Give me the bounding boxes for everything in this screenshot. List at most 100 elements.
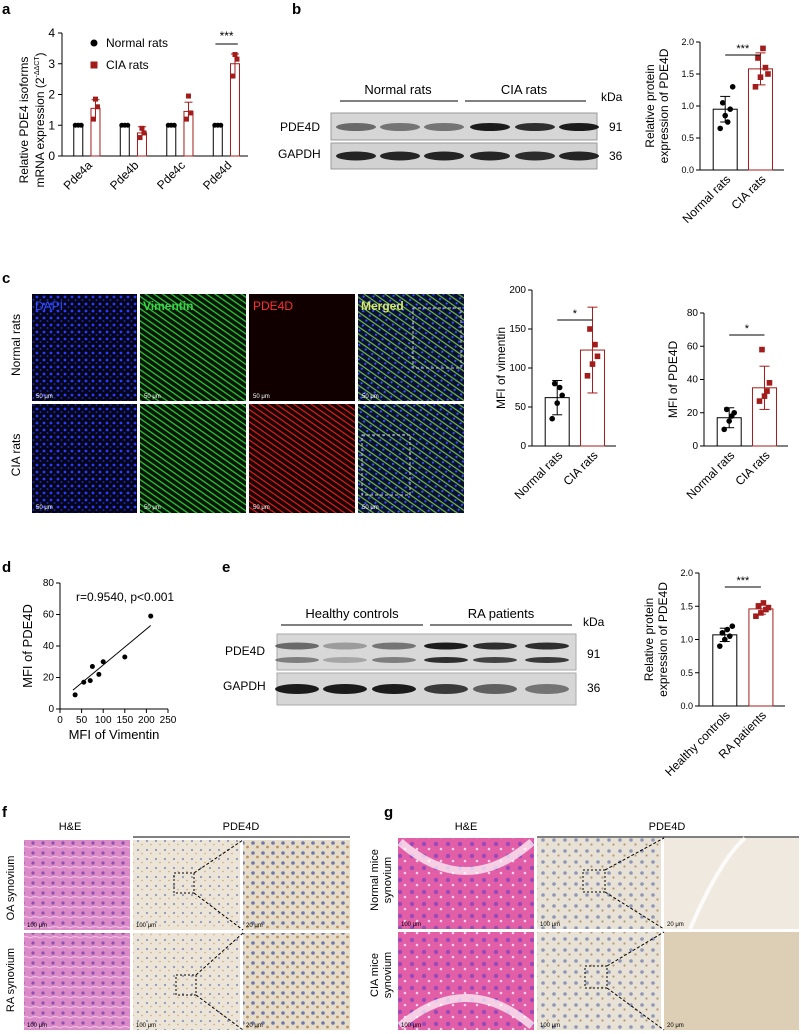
scale-bar-label: 100 μm xyxy=(401,922,421,928)
f-ihc-oa-zoom xyxy=(243,840,350,930)
data-point xyxy=(587,326,593,332)
y-axis-label-line1: Relative protein xyxy=(642,598,656,681)
panel-label-a: a xyxy=(2,1,11,18)
chart-a-plot: 0 1 2 3 4 Pde4a Pde4b Pde4c Pde4d *** xyxy=(48,26,248,193)
ifl-col-dapi: DAPI xyxy=(35,299,63,313)
data-point xyxy=(765,71,771,77)
data-point xyxy=(589,361,596,367)
data-point xyxy=(556,384,563,391)
legend-normal-label: Normal rats xyxy=(106,36,168,50)
y-tick-label: 200 xyxy=(509,285,526,296)
f-he-oa xyxy=(24,840,130,930)
x-tick-label: 250 xyxy=(160,715,177,726)
blot-band xyxy=(372,684,416,694)
blot-e-bands xyxy=(275,642,569,694)
bar-group1 xyxy=(712,634,738,707)
y-axis-label-line1: Relative protein xyxy=(643,64,657,147)
x-category-label: Normal rats xyxy=(680,172,734,226)
scale-bar-label: 50 μm xyxy=(144,394,161,400)
data-point xyxy=(81,679,87,685)
blot-b-row1-kda: 91 xyxy=(609,120,623,134)
bar-normal xyxy=(212,124,223,157)
g-zoom-lines-normal xyxy=(604,837,665,930)
x-tick-label: 100 xyxy=(95,715,112,726)
blot-band xyxy=(336,151,376,161)
data-point xyxy=(722,636,728,643)
x-category-label: CIA rats xyxy=(733,448,773,488)
significance-label: * xyxy=(745,323,750,335)
x-category-label: Normal rats xyxy=(512,448,566,502)
blot-band xyxy=(380,151,420,161)
bar-group2 xyxy=(748,608,774,707)
y-tick-label: 2 xyxy=(48,88,55,102)
g-he-header: H&E xyxy=(455,821,478,833)
panel-label-e: e xyxy=(222,559,230,576)
y-tick-label: 0.0 xyxy=(681,165,694,175)
f-zoom-lines-ra xyxy=(195,932,244,1031)
f-ihc-ra xyxy=(133,933,240,1030)
scale-bar-label: 20 μm xyxy=(246,1023,263,1029)
blot-b-row1-label: PDE4D xyxy=(280,120,320,134)
significance-label: *** xyxy=(736,43,750,55)
data-point-cia xyxy=(94,104,100,110)
x-tick-label: 200 xyxy=(138,715,155,726)
g-zoom-box-normal xyxy=(582,869,606,893)
blot-band xyxy=(424,657,468,663)
y-tick-label: 0 xyxy=(48,704,54,715)
y-tick-label: 0.5 xyxy=(681,133,694,143)
y-tick-label: 1 xyxy=(48,118,55,132)
g-zoom-lines-cia xyxy=(606,931,665,1031)
data-point xyxy=(728,413,735,419)
f-zoom-box-oa xyxy=(173,872,195,894)
blot-b-row2-kda: 36 xyxy=(609,149,623,163)
data-point-cia xyxy=(141,130,147,136)
panel-label-g: g xyxy=(384,804,393,821)
blot-e-pde4d-strip xyxy=(276,633,577,671)
f-scale-bars: 100 μm 100 μm 20 μm 100 μm 100 μm 20 μm xyxy=(27,923,263,1029)
data-point-cia xyxy=(139,125,145,131)
data-point-cia xyxy=(183,116,189,122)
bar-normal xyxy=(73,124,84,157)
x-category-label: Normal rats xyxy=(684,448,738,502)
y-tick-label: 0.0 xyxy=(680,701,693,711)
data-point xyxy=(766,380,773,386)
y-tick-label: 1.5 xyxy=(681,69,694,79)
ifl-inset-normal xyxy=(412,307,462,369)
ifl-vimentin-normal xyxy=(140,294,246,401)
data-point-cia xyxy=(92,96,98,102)
y-tick-label: 4 xyxy=(48,26,55,40)
ifl-vimentin-cia xyxy=(140,404,246,513)
correlation-annotation: r=0.9540, p<0.001 xyxy=(76,590,174,604)
y-tick-label: 80 xyxy=(43,578,55,589)
g-scale-bars: 100 μm 100 μm 20 μm 100 μm 100 μm 20 μm xyxy=(401,922,684,1029)
scale-bar-label: 50 μm xyxy=(362,505,379,511)
blot-band xyxy=(424,151,464,161)
data-point xyxy=(756,398,763,404)
western-blot-e: Healthy controls RA patients kDa PDE4D G… xyxy=(223,606,605,706)
ifl-row-cia-label: CIA rats xyxy=(9,434,23,477)
data-point xyxy=(762,64,769,71)
scale-bar-label: 100 μm xyxy=(27,923,47,929)
ifl-dapi-normal xyxy=(32,294,137,401)
ifl-dapi-cia xyxy=(32,404,137,513)
y-tick-label: 2.0 xyxy=(681,37,694,47)
ifl-pde4d-cia xyxy=(249,404,355,513)
blot-band xyxy=(275,642,319,650)
ifl-row-normal-label: Normal rats xyxy=(9,314,23,376)
y-tick-label: 60 xyxy=(43,610,55,621)
immunofluorescence-grid: Normal rats CIA rats DAPI Vimentin PDE4D… xyxy=(9,294,464,513)
x-category-label: Pde4a xyxy=(61,158,96,193)
data-point-cia xyxy=(232,52,238,58)
ihc-human-synovium: H&E PDE4D OA synovium RA synovium 100 μm… xyxy=(5,821,350,1031)
scale-bar-label: 50 μm xyxy=(253,505,270,511)
ifl-merged-normal xyxy=(358,294,464,401)
blot-e-row1-label: PDE4D xyxy=(225,644,265,658)
blot-b-group1-label: Normal rats xyxy=(364,82,432,97)
ifl-col-merged: Merged xyxy=(361,299,404,313)
chart-a-ylabel-line1: Relative PDE4 isoforms xyxy=(17,57,31,184)
panel-label-f: f xyxy=(2,804,8,821)
data-point xyxy=(765,604,772,611)
